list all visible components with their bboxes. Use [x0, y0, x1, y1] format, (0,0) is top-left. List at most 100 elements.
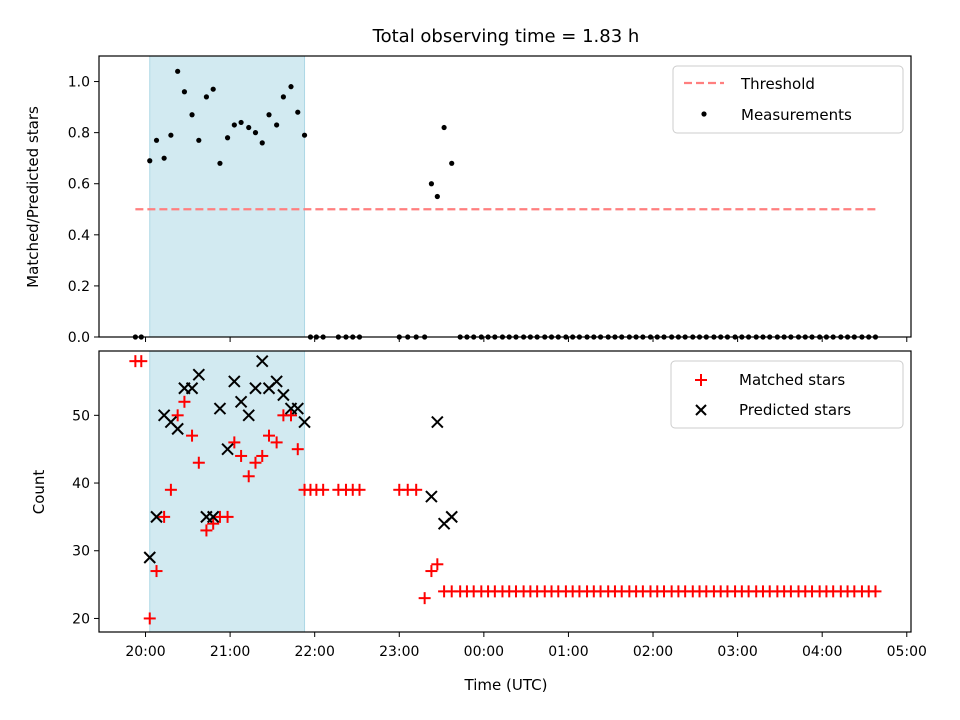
predicted-point [277, 388, 290, 402]
series-predicted-stars [143, 354, 458, 564]
y-tick-label: 1.0 [68, 75, 90, 91]
matched-point [171, 409, 184, 422]
x-axis-label: Time (UTC) [464, 676, 548, 694]
measurement-point [224, 135, 231, 141]
measurement-point [434, 193, 440, 200]
legend-threshold-label: Threshold [740, 75, 815, 93]
measurement-point [238, 119, 244, 126]
predicted-point [445, 510, 458, 524]
legend-matched-label: Matched stars [739, 371, 845, 389]
x-tick-label: 04:00 [802, 644, 842, 660]
measurement-point [266, 112, 272, 118]
y-tick-label: 0.6 [68, 177, 90, 193]
matched-point [242, 470, 255, 483]
observing-span [149, 350, 306, 633]
predicted-point [291, 402, 304, 415]
matched-point [235, 449, 248, 462]
matched-point [143, 612, 156, 625]
predicted-point [242, 409, 255, 422]
measurement-point [259, 140, 265, 146]
measurement-point [210, 86, 216, 92]
measurement-point [217, 160, 223, 166]
x-tick-label: 21:00 [210, 644, 250, 660]
series-matched-stars [129, 355, 882, 625]
measurement-point [441, 124, 447, 131]
predicted-point [171, 422, 184, 436]
observing-span [149, 55, 306, 338]
y-tick-label: 50 [72, 408, 90, 424]
matched-point [869, 585, 882, 598]
x-tick-label: 01:00 [548, 644, 588, 660]
y-tick-label: 0.4 [68, 228, 90, 244]
y-axis-label-top: Matched/Predicted stars [24, 106, 42, 288]
predicted-point [298, 415, 311, 429]
measurement-point [274, 122, 280, 128]
matched-point [418, 592, 431, 605]
matched-point [291, 443, 304, 456]
measurement-point [189, 112, 195, 118]
measurement-point [280, 94, 286, 100]
x-tick-label: 03:00 [717, 644, 757, 660]
predicted-point [213, 402, 227, 415]
matched-point [228, 436, 241, 449]
x-tick-label: 02:00 [633, 644, 673, 660]
matched-point [178, 395, 191, 408]
predicted-point [185, 382, 199, 395]
matched-point [263, 429, 276, 442]
matched-point [285, 409, 298, 422]
y-tick-label: 0.2 [68, 279, 90, 295]
predicted-point [431, 415, 444, 429]
measurement-point [288, 84, 294, 90]
matched-point [207, 517, 220, 530]
measurement-point [231, 122, 237, 128]
predicted-point [221, 442, 234, 456]
measurement-point [147, 158, 153, 164]
measurement-point [449, 160, 455, 166]
legend-matched-swatch [695, 374, 707, 386]
measurement-point [196, 137, 202, 143]
chart-title: Total observing time = 1.83 h [372, 26, 640, 47]
matched-point [158, 510, 171, 523]
y-tick-label: 40 [72, 476, 90, 492]
measurement-point [203, 94, 210, 100]
measurement-point [301, 132, 308, 138]
measurement-point [428, 181, 435, 187]
measurement-point [252, 130, 259, 136]
matched-point [256, 449, 269, 462]
matched-point [135, 355, 148, 368]
matched-point [425, 565, 438, 578]
y-tick-label: 20 [72, 611, 90, 627]
matched-point [221, 510, 234, 523]
legend-predicted-swatch [695, 404, 707, 416]
predicted-point [249, 382, 262, 395]
matched-point [431, 558, 444, 571]
legend-predicted-label: Predicted stars [739, 401, 851, 419]
predicted-point [150, 510, 163, 524]
matched-point [164, 483, 177, 496]
bottom-panel: 20 30 40 50 20:00 21:00 22:00 23:00 00:00 01:00 02… [72, 350, 927, 660]
matched-point [192, 456, 205, 469]
y-tick-label: 0.0 [68, 330, 90, 346]
predicted-point [234, 395, 248, 408]
predicted-point [270, 375, 283, 388]
legend-bottom: Matched stars Predicted stars [670, 360, 904, 429]
x-tick-label: 20:00 [125, 644, 165, 660]
top-panel: 0.0 0.2 0.4 0.6 0.8 1.0 [68, 55, 912, 346]
predicted-point [256, 354, 269, 368]
y-tick-label: 30 [72, 544, 90, 560]
predicted-point [206, 510, 220, 524]
measurement-point [246, 124, 252, 131]
matched-point [353, 483, 366, 496]
predicted-point [228, 375, 241, 388]
x-tick-label: 22:00 [295, 644, 335, 660]
legend-top: Threshold Measurements [672, 65, 904, 134]
measurement-point [168, 132, 174, 138]
measurement-point [181, 89, 188, 95]
matched-point [317, 483, 330, 496]
matched-point [249, 456, 262, 469]
matched-point [270, 436, 283, 449]
measurement-point [153, 137, 160, 143]
measurement-point [295, 109, 301, 115]
axes-frame [98, 350, 912, 633]
